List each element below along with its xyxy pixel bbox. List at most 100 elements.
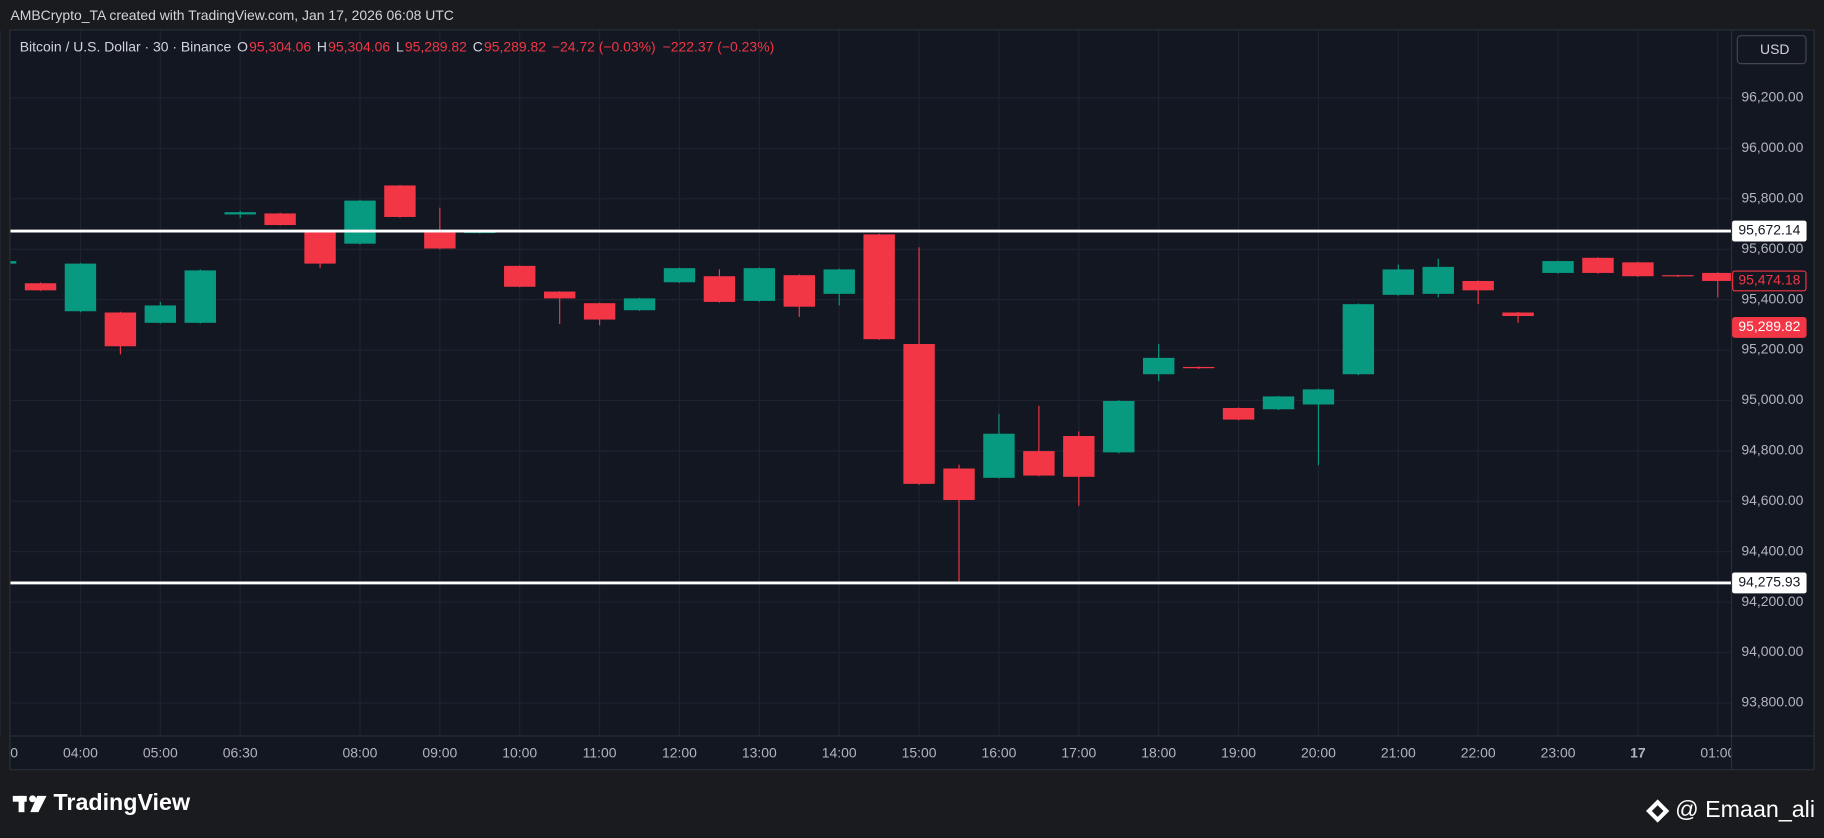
x-tick-label: 14:00 bbox=[822, 745, 857, 761]
x-tick-label: 12:00 bbox=[662, 745, 697, 761]
candle-body bbox=[863, 234, 895, 340]
brand: TradingView bbox=[54, 789, 191, 815]
candle-body bbox=[504, 265, 536, 287]
x-tick-label: 15:00 bbox=[902, 745, 937, 761]
candle-body bbox=[10, 261, 17, 264]
candle-body bbox=[1182, 366, 1215, 369]
candle-body bbox=[24, 283, 57, 291]
y-tick-label: 96,200.00 bbox=[1741, 89, 1803, 105]
x-tick-label: 05:00 bbox=[143, 745, 178, 761]
x-tick-label: 03:00 bbox=[0, 745, 18, 761]
credit: AMBCrypto_TA created with TradingView.co… bbox=[10, 7, 453, 23]
candle-body bbox=[1702, 272, 1731, 281]
candle-body bbox=[1103, 400, 1135, 453]
y-tick-label: 94,600.00 bbox=[1741, 492, 1803, 508]
candle-body bbox=[743, 268, 776, 301]
x-tick-label: 20:00 bbox=[1301, 745, 1336, 761]
candle-body bbox=[1462, 280, 1494, 291]
time-axis: 03:00 04:00 05:00 06:30 08:00 09:00 10:00 11:00… bbox=[0, 745, 1735, 761]
y-tick-label: 95,800.00 bbox=[1741, 190, 1803, 206]
candle-body bbox=[583, 303, 616, 320]
candle-body bbox=[144, 305, 177, 323]
candle-body bbox=[104, 312, 137, 347]
x-tick-label: 17:00 bbox=[1061, 745, 1096, 761]
candle-body bbox=[1622, 262, 1654, 277]
levels: 95,672.14 94,275.93 95,474.18 95,289.82 bbox=[10, 220, 1807, 594]
grid: 93,800.00 94,000.00 94,200.00 94,400.00 94,6… bbox=[0, 30, 1804, 736]
ohlc-key: H bbox=[317, 39, 327, 55]
logo-part bbox=[29, 795, 37, 803]
candle-body bbox=[1142, 357, 1175, 375]
x-tick-label: 04:00 bbox=[63, 745, 98, 761]
ohlc-key: O bbox=[237, 39, 248, 55]
change-value: −222.37 (−0.23%) bbox=[663, 39, 775, 55]
x-tick-label: 21:00 bbox=[1381, 745, 1416, 761]
candle-body bbox=[663, 268, 696, 283]
candle-body bbox=[64, 263, 97, 312]
candle-body bbox=[264, 213, 296, 226]
candle-body bbox=[703, 276, 736, 302]
candle-body bbox=[543, 291, 576, 299]
candle-body bbox=[1302, 389, 1335, 405]
brand-logo bbox=[12, 795, 47, 813]
ohlc-value: 95,289.82 bbox=[405, 39, 467, 55]
x-tick-label: 01:00 bbox=[1700, 745, 1735, 761]
candle-body bbox=[943, 468, 975, 501]
level-label-box bbox=[1732, 220, 1807, 242]
logo-part bbox=[30, 795, 47, 813]
candle-body bbox=[1662, 275, 1694, 277]
candle-body bbox=[184, 270, 216, 323]
x-tick-label: 10:00 bbox=[502, 745, 537, 761]
candle-body bbox=[1262, 396, 1295, 410]
candle-body bbox=[304, 230, 336, 264]
candle-body bbox=[424, 232, 456, 249]
price-label: 95,289.82 bbox=[1738, 318, 1800, 334]
ohlc-key: C bbox=[473, 39, 483, 55]
candle-body bbox=[903, 343, 935, 484]
candle-body bbox=[983, 433, 1015, 478]
y-tick-label: 95,000.00 bbox=[1741, 391, 1803, 407]
change-value: −24.72 (−0.03%) bbox=[552, 39, 656, 55]
price-label: 95,474.18 bbox=[1738, 272, 1800, 288]
y-tick-label: 94,400.00 bbox=[1741, 542, 1803, 558]
candle-body bbox=[1582, 257, 1614, 273]
author: @ Emaan_ali bbox=[1675, 796, 1815, 822]
x-tick-label: 18:00 bbox=[1141, 745, 1176, 761]
ohlc-value: 95,304.06 bbox=[328, 39, 390, 55]
candle-body bbox=[1542, 261, 1574, 273]
legend: Bitcoin / U.S. Dollar · 30 · Binance O 95,… bbox=[20, 39, 774, 55]
level-label-box bbox=[1732, 572, 1807, 594]
x-tick-label: 16:00 bbox=[982, 745, 1017, 761]
y-tick-label: 94,800.00 bbox=[1741, 442, 1803, 458]
candle-body bbox=[224, 212, 256, 215]
ohlc-key: L bbox=[396, 39, 404, 55]
x-tick-label: 22:00 bbox=[1461, 745, 1496, 761]
candle-body bbox=[1222, 408, 1255, 420]
candle-body bbox=[1063, 435, 1095, 477]
x-tick-label: 06:30 bbox=[223, 745, 258, 761]
candle-body bbox=[1023, 451, 1055, 476]
level-label: 94,275.93 bbox=[1738, 574, 1800, 590]
x-tick-label: 09:00 bbox=[422, 745, 457, 761]
y-tick-label: 96,000.00 bbox=[1741, 139, 1803, 155]
y-tick-label: 95,600.00 bbox=[1741, 240, 1803, 256]
y-tick-label: 95,200.00 bbox=[1741, 341, 1803, 357]
price-label-box bbox=[1732, 316, 1807, 338]
ohlc-value: 95,289.82 bbox=[484, 39, 546, 55]
ohlc-value: 95,304.06 bbox=[249, 39, 311, 55]
price-label-box bbox=[1732, 270, 1807, 292]
x-tick-label: 23:00 bbox=[1541, 745, 1576, 761]
currency[interactable]: USD bbox=[1760, 41, 1789, 57]
candle-body bbox=[344, 200, 376, 244]
x-tick-label: 13:00 bbox=[742, 745, 777, 761]
candle-body bbox=[623, 298, 656, 311]
y-tick-label: 93,800.00 bbox=[1741, 694, 1803, 710]
y-tick-label: 94,200.00 bbox=[1741, 593, 1803, 609]
currency-button[interactable] bbox=[1736, 35, 1807, 65]
candle-body bbox=[384, 185, 416, 217]
x-tick-label: 08:00 bbox=[343, 745, 378, 761]
y-tick-label: 95,400.00 bbox=[1741, 290, 1803, 306]
x-tick-label: 17 bbox=[1630, 745, 1646, 761]
